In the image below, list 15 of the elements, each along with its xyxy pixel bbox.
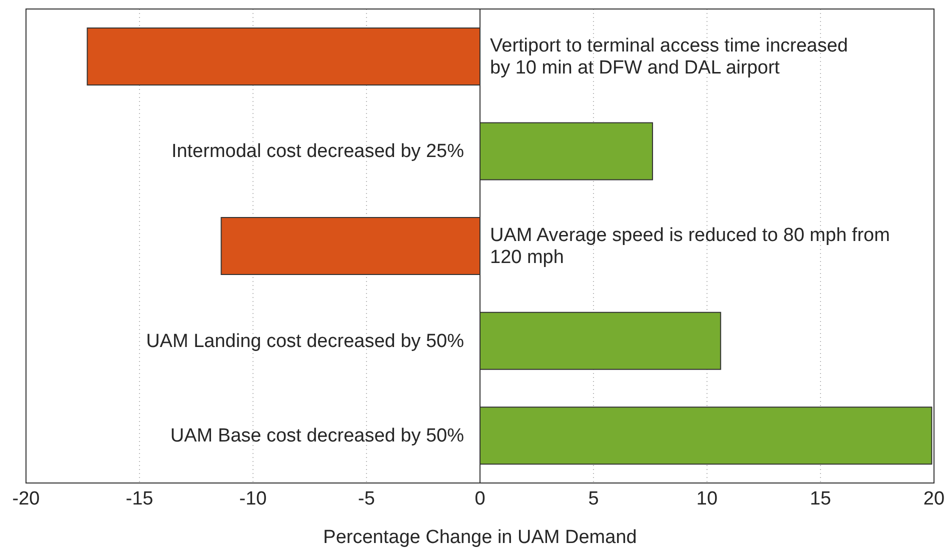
- y-tick-label: Intermodal cost decreased by 25%: [171, 140, 464, 162]
- y-tick-label: UAM Base cost decreased by 50%: [170, 425, 464, 446]
- x-tick-label: 15: [810, 488, 832, 510]
- x-tick-label: -5: [358, 488, 375, 510]
- x-tick-label: -10: [239, 488, 267, 510]
- x-tick-label: 5: [588, 488, 599, 510]
- x-axis-title: Percentage Change in UAM Demand: [323, 527, 637, 548]
- x-tick-label: 10: [696, 488, 718, 510]
- x-tick-label: -20: [12, 488, 40, 510]
- y-tick-label: UAM Average speed is reduced to 80 mph from 120 mph: [490, 224, 890, 268]
- x-tick-label: 0: [474, 488, 486, 510]
- x-tick-label: -15: [126, 488, 154, 510]
- y-tick-label: Vertiport to terminal access time increased by 10 min at DFW and DAL airport: [490, 34, 848, 78]
- x-tick-label: 20: [923, 488, 945, 510]
- y-tick-label: UAM Landing cost decreased by 50%: [146, 330, 464, 352]
